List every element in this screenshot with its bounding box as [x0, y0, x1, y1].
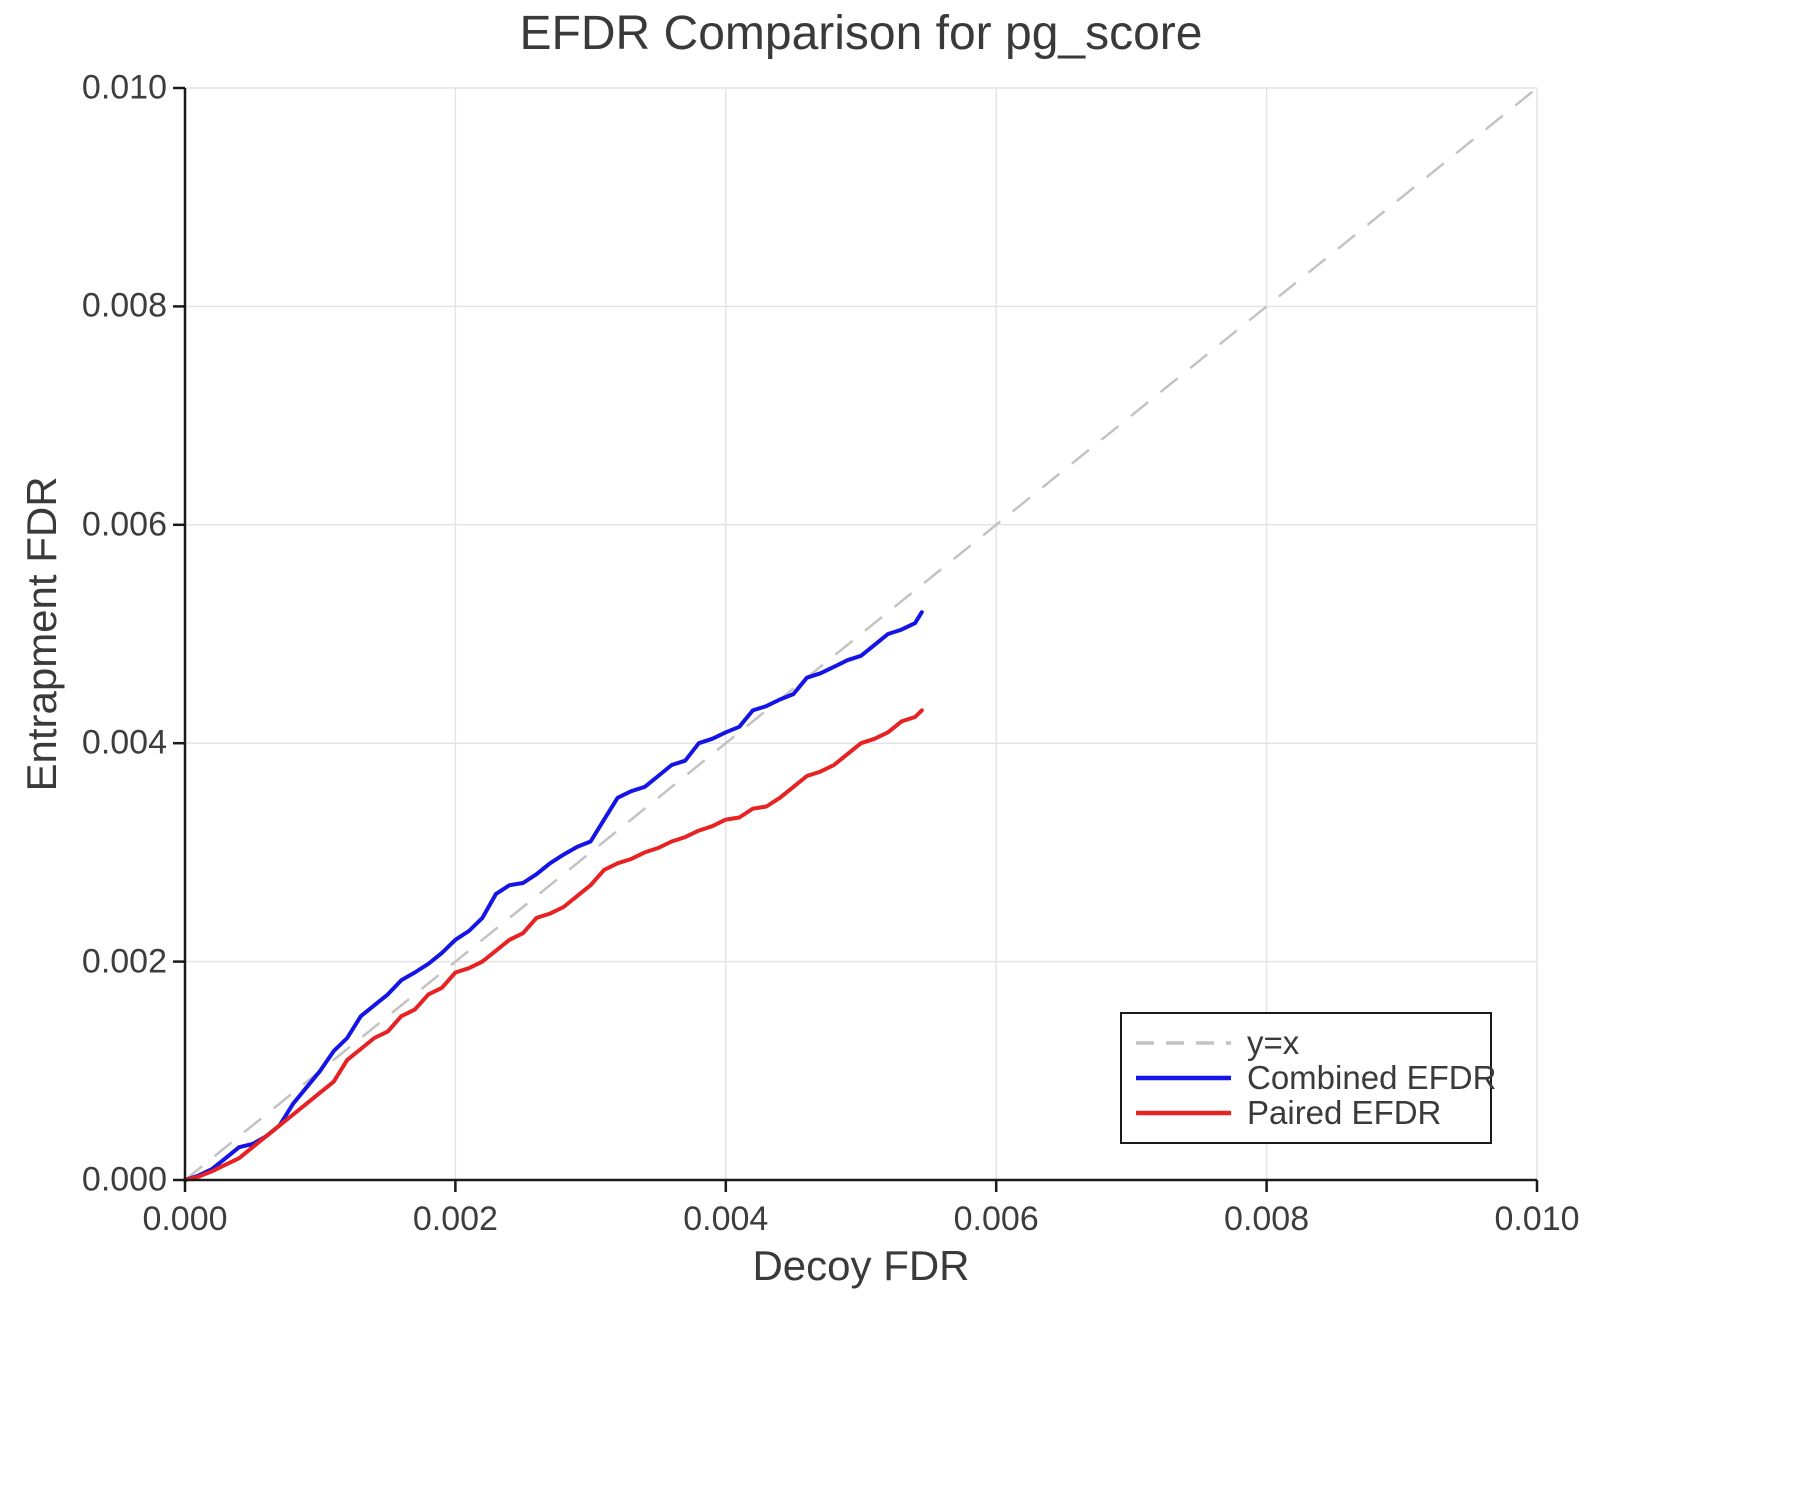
reference-line-y-equals-x — [184, 87, 1538, 1181]
series-line-1 — [183, 708, 924, 1182]
x-tick-label: 0.000 — [142, 1200, 228, 1238]
x-axis-label: Decoy FDR — [752, 1242, 970, 1289]
legend-label-combined-efdr: Combined EFDR — [1247, 1059, 1497, 1096]
x-tick-label: 0.004 — [683, 1200, 769, 1238]
x-tick-label: 0.006 — [953, 1200, 1039, 1238]
y-tick-label: 0.002 — [81, 942, 167, 981]
legend-row-reference: y=x — [1136, 1024, 1490, 1061]
x-tick-label: 0.010 — [1494, 1200, 1580, 1238]
y-tick-label: 0.008 — [81, 286, 167, 325]
y-tick-label: 0.006 — [81, 505, 167, 544]
y-axis-label: Entrapment FDR — [18, 476, 65, 792]
series-line-0 — [183, 610, 924, 1182]
legend: y=x Combined EFDR Paired EFDR — [1120, 1012, 1496, 1144]
chart-title: EFDR Comparison for pg_score — [519, 7, 1203, 60]
x-tick-label: 0.002 — [412, 1200, 498, 1238]
legend-row-paired-efdr: Paired EFDR — [1136, 1094, 1490, 1131]
y-tick-label: 0.004 — [81, 723, 167, 762]
legend-label-paired-efdr: Paired EFDR — [1247, 1094, 1442, 1131]
legend-row-combined-efdr: Combined EFDR — [1136, 1059, 1496, 1096]
reference-line-sample-icon — [1136, 1041, 1231, 1045]
legend-label-reference: y=x — [1247, 1024, 1300, 1061]
y-tick-label: 0.000 — [81, 1160, 167, 1199]
x-tick-label: 0.008 — [1224, 1200, 1310, 1238]
y-tick-label: 0.010 — [81, 68, 167, 107]
paired-efdr-line-sample-icon — [1136, 1110, 1231, 1116]
combined-efdr-line-sample-icon — [1136, 1075, 1231, 1081]
